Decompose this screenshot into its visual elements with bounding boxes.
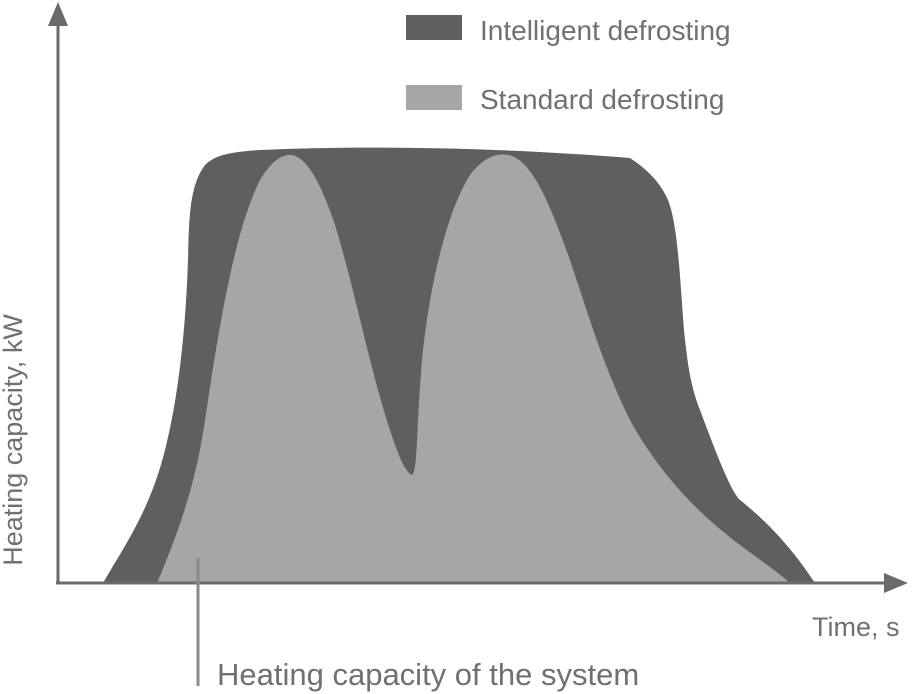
x-axis <box>56 573 908 593</box>
legend-swatch-standard <box>406 85 462 110</box>
x-axis-arrow-icon <box>884 573 908 593</box>
y-axis-arrow-icon <box>48 2 68 26</box>
legend-label-standard: Standard defrosting <box>480 84 724 115</box>
legend-swatch-intelligent <box>406 15 462 40</box>
legend-label-intelligent: Intelligent defrosting <box>480 15 731 46</box>
annotation-label: Heating capacity of the system <box>217 657 639 692</box>
y-axis <box>48 2 68 583</box>
y-axis-label: Heating capacity, kW <box>0 314 28 566</box>
standard-defrosting-area <box>157 154 790 583</box>
x-axis-label: Time, s <box>812 612 900 642</box>
